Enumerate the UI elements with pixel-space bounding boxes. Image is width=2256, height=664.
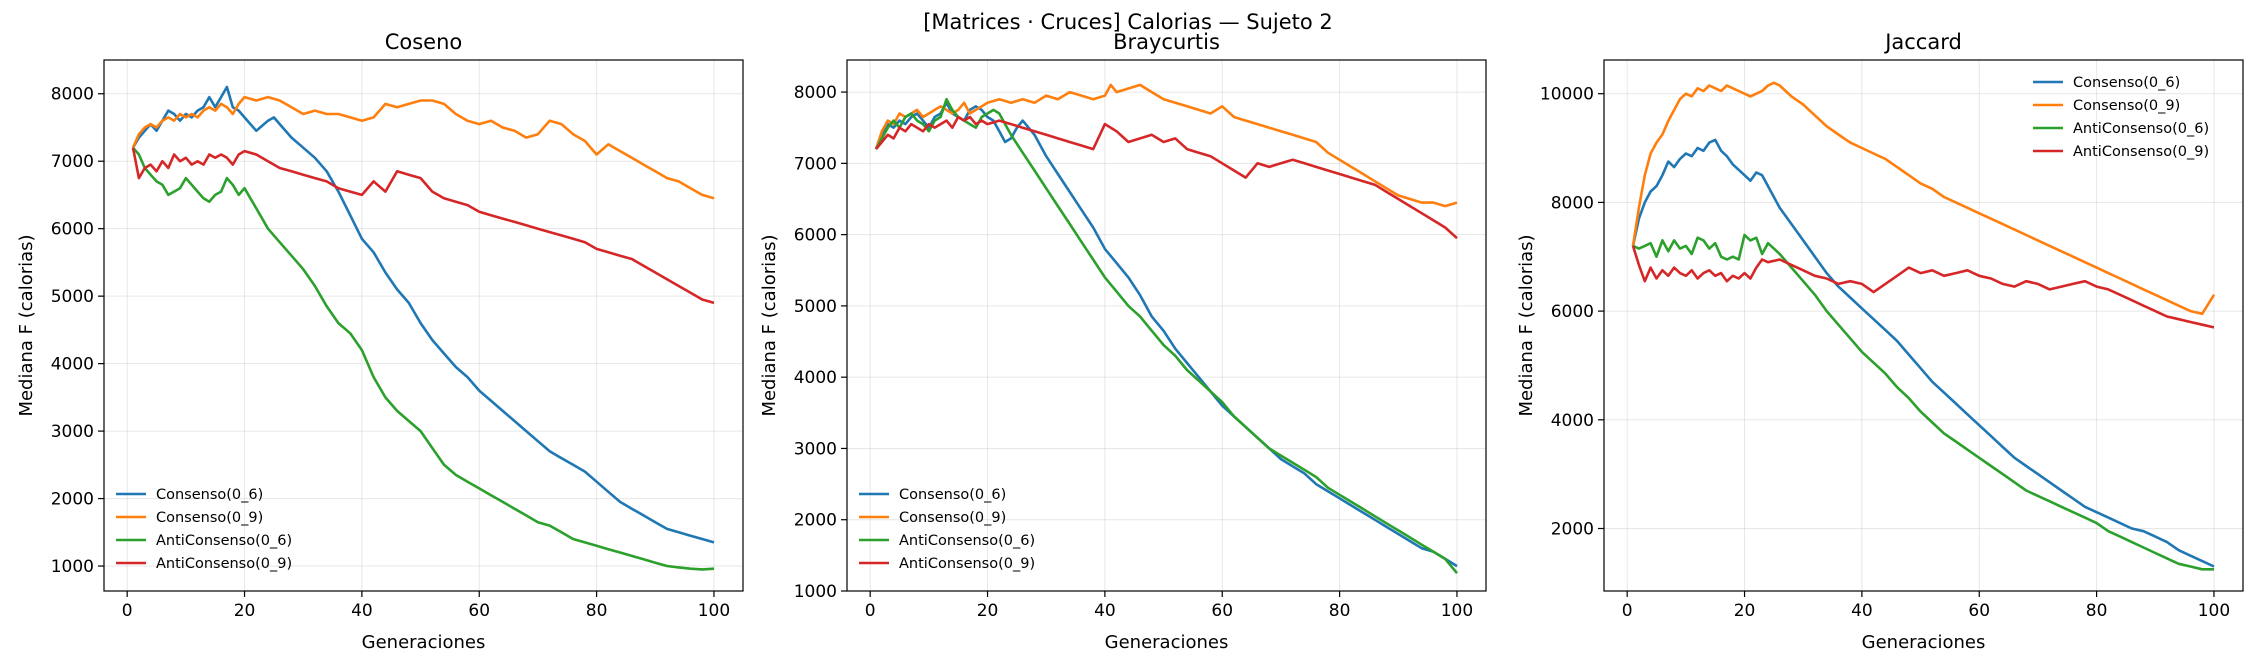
legend-entry: AntiConsenso(0_6)	[899, 533, 1035, 549]
x-tick-label: 20	[234, 601, 256, 621]
legend-entry: Consenso(0_9)	[899, 510, 1006, 526]
y-tick-label: 8000	[794, 83, 837, 103]
y-tick-label: 5000	[794, 297, 837, 317]
series-line-Consenso(0_6)	[874, 101, 1458, 568]
series-line-Consenso(0_9)	[874, 83, 1458, 208]
x-tick-label: 60	[1211, 601, 1233, 621]
series-line-AntiConsenso(0_9)	[1631, 245, 2215, 329]
legend-entry: AntiConsenso(0_9)	[156, 556, 292, 572]
y-tick-label: 6000	[51, 220, 94, 240]
y-tick-label: 7000	[51, 152, 94, 172]
series-line-Consenso(0_6)	[131, 85, 715, 544]
legend-entry: Consenso(0_6)	[2073, 75, 2180, 91]
chart-panel-1: 0 20 40 60 80 100 1000 2000 3000 4000 5000 6000 7000…	[16, 30, 744, 653]
series-line-Consenso(0_9)	[1631, 81, 2216, 316]
plot-frame	[1603, 59, 2244, 592]
series-line-Consenso(0_9)	[131, 95, 715, 200]
y-tick-label: 3000	[51, 422, 94, 442]
x-tick-label: 100	[698, 601, 730, 621]
x-tick-label: 0	[865, 601, 876, 621]
chart-panel-2: 0 20 40 60 80 100 1000 2000 3000 4000 5000 6000 7000…	[759, 30, 1487, 653]
y-tick-label: 2000	[794, 511, 837, 531]
legend-entry: AntiConsenso(0_6)	[156, 533, 292, 549]
y-tick-label: 4000	[51, 355, 94, 375]
y-tick-label: 8000	[51, 85, 94, 105]
x-tick-label: 60	[468, 601, 490, 621]
y-axis-label: Mediana F (calorias)	[759, 234, 780, 416]
chart-title: Braycurtis	[1113, 30, 1220, 54]
y-tick-label: 8000	[1551, 193, 1594, 213]
series-line-AntiConsenso(0_9)	[875, 115, 1458, 240]
series-line-AntiConsenso(0_9)	[131, 147, 715, 305]
x-tick-label: 40	[351, 601, 373, 621]
x-axis-label: Generaciones	[362, 632, 486, 653]
x-tick-label: 0	[1622, 601, 1633, 621]
legend-entry: Consenso(0_9)	[156, 510, 263, 526]
legend: Consenso(0_6) Consenso(0_9) AntiConsenso(0…	[859, 487, 1035, 572]
plot-frame	[846, 59, 1487, 592]
x-tick-label: 80	[2086, 601, 2108, 621]
series-line-AntiConsenso(0_6)	[1632, 233, 2214, 571]
legend-entry: Consenso(0_6)	[156, 487, 263, 503]
y-tick-label: 10000	[1540, 85, 1594, 105]
x-tick-label: 80	[1329, 601, 1351, 621]
legend-entry: AntiConsenso(0_6)	[2073, 121, 2209, 137]
x-tick-label: 100	[1441, 601, 1473, 621]
chart-panel-3: 0 20 40 60 80 100 2000 4000 6000 8000 10000 Jaccard…	[1516, 30, 2244, 653]
y-tick-label: 4000	[1551, 411, 1594, 431]
series-line-AntiConsenso(0_6)	[132, 146, 715, 571]
chart-title: Jaccard	[1883, 30, 1962, 54]
y-tick-label: 1000	[794, 582, 837, 602]
x-tick-label: 80	[586, 601, 608, 621]
plot-frame	[103, 59, 744, 592]
series-line-Consenso(0_6)	[1631, 138, 2215, 568]
y-tick-label: 2000	[51, 490, 94, 510]
x-tick-label: 100	[2198, 601, 2230, 621]
x-tick-label: 40	[1094, 601, 1116, 621]
x-tick-label: 20	[977, 601, 999, 621]
y-tick-label: 1000	[51, 557, 94, 577]
x-tick-label: 60	[1968, 601, 1990, 621]
legend: Consenso(0_6) Consenso(0_9) AntiConsenso(0…	[2033, 75, 2209, 160]
y-tick-label: 5000	[51, 287, 94, 307]
legend-entry: Consenso(0_6)	[899, 487, 1006, 503]
y-tick-label: 7000	[794, 154, 837, 174]
y-tick-label: 6000	[1551, 302, 1594, 322]
y-tick-label: 3000	[794, 439, 837, 459]
x-tick-label: 40	[1851, 601, 1873, 621]
legend-entry: AntiConsenso(0_9)	[899, 556, 1035, 572]
x-tick-label: 20	[1734, 601, 1756, 621]
x-tick-label: 0	[122, 601, 133, 621]
series-line-AntiConsenso(0_6)	[874, 97, 1459, 575]
legend: Consenso(0_6) Consenso(0_9) AntiConsenso(0…	[116, 487, 292, 572]
y-tick-label: 4000	[794, 368, 837, 388]
y-axis-label: Mediana F (calorias)	[16, 234, 37, 416]
y-tick-label: 6000	[794, 226, 837, 246]
legend-entry: Consenso(0_9)	[2073, 98, 2180, 114]
y-axis-label: Mediana F (calorias)	[1516, 234, 1537, 416]
figure-title: [Matrices · Cruces] Calorias — Sujeto 2	[923, 10, 1333, 34]
x-axis-label: Generaciones	[1105, 632, 1229, 653]
chart-title: Coseno	[385, 30, 463, 54]
legend-entry: AntiConsenso(0_9)	[2073, 144, 2209, 160]
y-tick-label: 2000	[1551, 519, 1594, 539]
x-axis-label: Generaciones	[1862, 632, 1986, 653]
